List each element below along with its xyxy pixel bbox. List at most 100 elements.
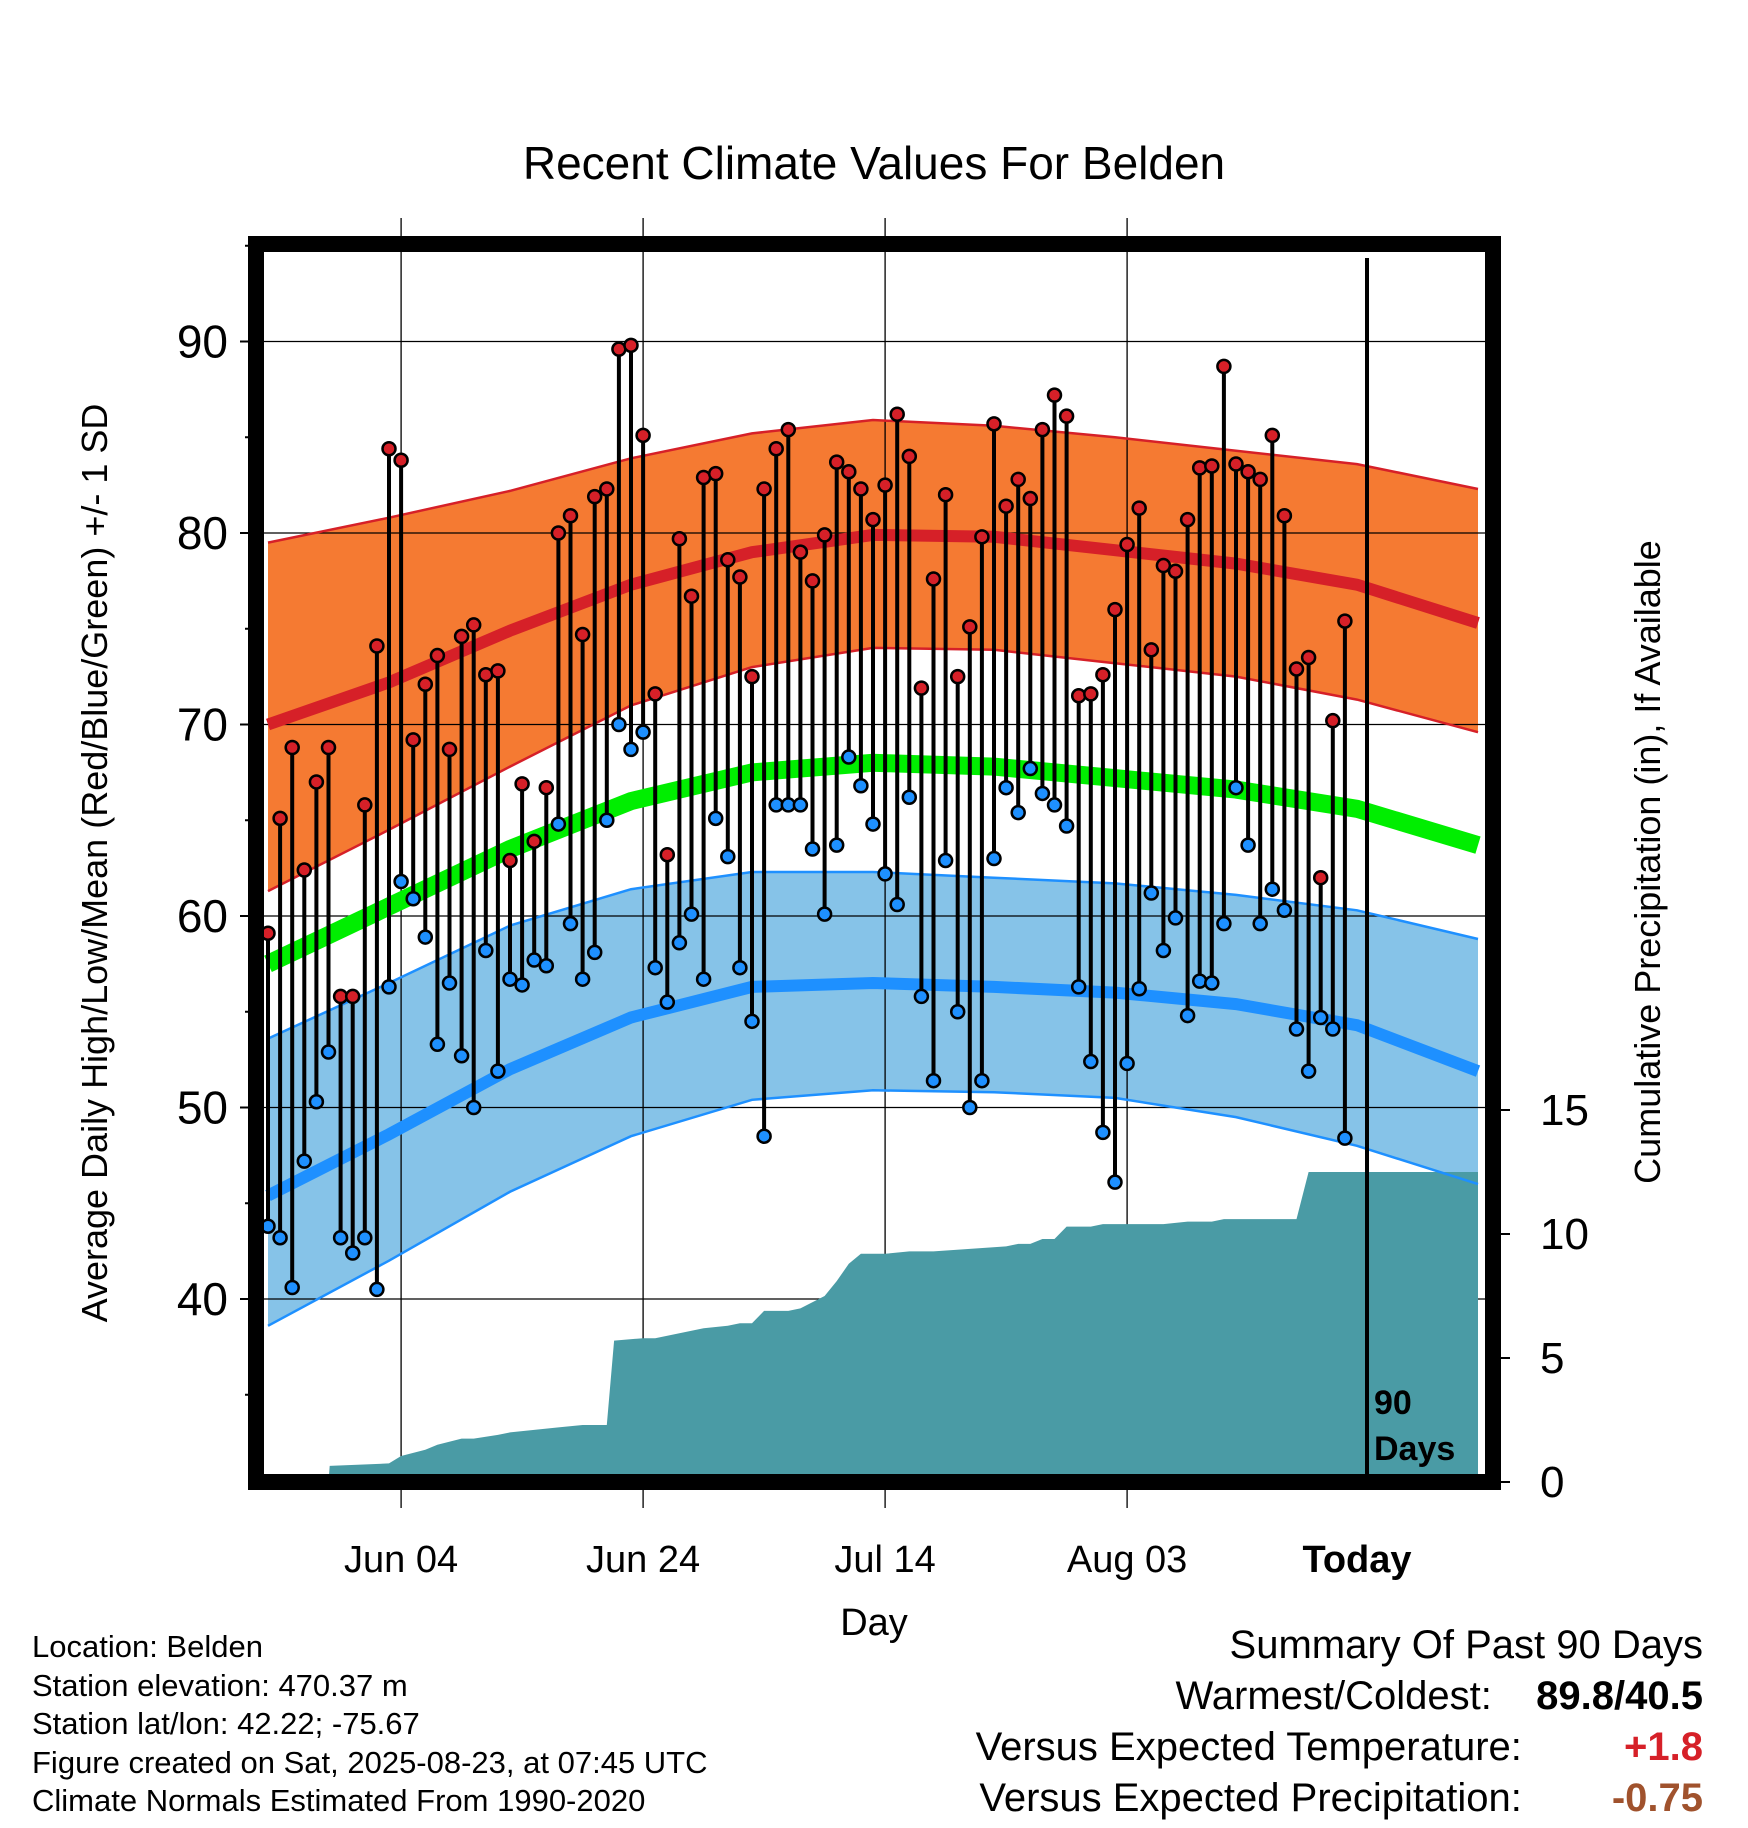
low-point — [974, 1072, 990, 1089]
low-point — [405, 891, 421, 907]
high-point — [357, 797, 373, 813]
created-line: Figure created on Sat, 2025-08-23, at 07… — [32, 1744, 708, 1780]
y-axis-label: Average Daily High/Low/Mean (Red/Blue/Gr… — [74, 404, 115, 1323]
high-point — [417, 676, 434, 693]
coldest-value: 40.5 — [1625, 1674, 1703, 1718]
low-point — [1046, 797, 1063, 813]
plot-frame — [248, 236, 1501, 1490]
high-point — [1167, 563, 1184, 580]
high-point — [381, 440, 397, 457]
low-point — [1022, 760, 1039, 777]
y-tick-label: 60 — [177, 890, 228, 942]
low-point — [1155, 942, 1172, 959]
low-point — [332, 1229, 349, 1246]
high-point — [744, 668, 760, 685]
y2-tick-label: 15 — [1540, 1086, 1589, 1135]
high-point — [574, 626, 591, 643]
high-point — [272, 810, 288, 827]
low-point — [538, 958, 555, 974]
low-point — [1300, 1063, 1317, 1079]
low-point — [695, 971, 712, 987]
low-point — [453, 1048, 470, 1064]
high-point — [877, 477, 893, 493]
low-point — [272, 1229, 288, 1246]
high-point — [841, 463, 857, 480]
high-point — [562, 508, 579, 524]
high-point — [1046, 387, 1063, 403]
high-point — [1022, 490, 1039, 507]
high-point — [1155, 557, 1172, 574]
low-point — [308, 1094, 325, 1110]
warm-cold-label: Warmest/Coldest: — [1175, 1674, 1492, 1718]
low-point — [877, 866, 893, 882]
high-point — [913, 680, 930, 696]
high-point — [635, 427, 651, 444]
precip-anomaly-label: Versus Expected Precipitation: — [979, 1776, 1522, 1820]
high-point — [949, 668, 966, 685]
x-tick-label: Today — [1302, 1539, 1411, 1581]
x-tick-label: Jun 04 — [344, 1539, 458, 1581]
low-point — [599, 812, 615, 828]
low-point — [611, 716, 627, 733]
low-point — [828, 837, 845, 853]
y-tick-label: 80 — [177, 507, 228, 559]
low-point — [732, 959, 748, 976]
low-upper-sd-line — [267, 870, 1479, 1040]
low-point — [756, 1128, 772, 1144]
high-point — [889, 406, 905, 423]
high-point — [429, 647, 446, 664]
precip-anomaly-value: -0.75 — [1611, 1776, 1703, 1820]
high-point — [720, 552, 736, 568]
warm-cold-separator: / — [1614, 1674, 1626, 1718]
high-point — [1179, 511, 1196, 528]
x-tick-label: Jul 14 — [834, 1539, 935, 1581]
high-point — [853, 481, 869, 497]
low-point — [865, 816, 881, 832]
low-point — [1119, 1055, 1135, 1072]
low-point — [889, 896, 905, 913]
high-point — [962, 619, 978, 635]
low-point — [1204, 975, 1220, 991]
low-point — [659, 994, 676, 1010]
low-point — [1143, 885, 1160, 901]
low-point — [284, 1279, 300, 1296]
low-point — [635, 724, 651, 740]
low-point — [1167, 910, 1184, 926]
low-point — [841, 749, 857, 765]
low-point — [986, 850, 1002, 867]
precip-area — [329, 1172, 1478, 1475]
y-tick-label: 50 — [177, 1082, 228, 1134]
temp-anomaly-value: +1.8 — [1624, 1725, 1703, 1769]
high-point — [393, 452, 409, 468]
high-point — [756, 481, 772, 497]
high-point — [659, 846, 676, 863]
low-point — [417, 929, 434, 945]
high-point — [937, 486, 954, 503]
high-point — [865, 511, 881, 528]
high-point — [804, 573, 821, 589]
high-point — [405, 732, 421, 748]
high-point — [974, 529, 990, 545]
high-point — [1107, 601, 1123, 618]
y2-tick-label: 0 — [1540, 1458, 1564, 1507]
high-point — [284, 739, 300, 756]
low-point — [344, 1245, 361, 1261]
latlon-line: Station lat/lon: 42.22; -75.67 — [32, 1706, 420, 1741]
low-point — [1070, 979, 1087, 995]
high-point — [1131, 500, 1147, 516]
high-point — [623, 337, 639, 354]
high-point — [792, 544, 809, 560]
high-point — [1070, 688, 1087, 704]
high-point — [453, 628, 470, 645]
low-point — [478, 942, 494, 959]
high-point — [1288, 661, 1305, 677]
high-point — [647, 686, 663, 702]
high-point — [586, 488, 603, 505]
low-point — [647, 959, 663, 976]
y-tick-label: 90 — [177, 316, 228, 368]
high-upper-sd-line — [267, 418, 1479, 544]
warmest-value: 89.8 — [1536, 1674, 1615, 1718]
high-point — [526, 833, 542, 850]
high-point — [901, 448, 918, 465]
high-point — [1119, 536, 1135, 553]
